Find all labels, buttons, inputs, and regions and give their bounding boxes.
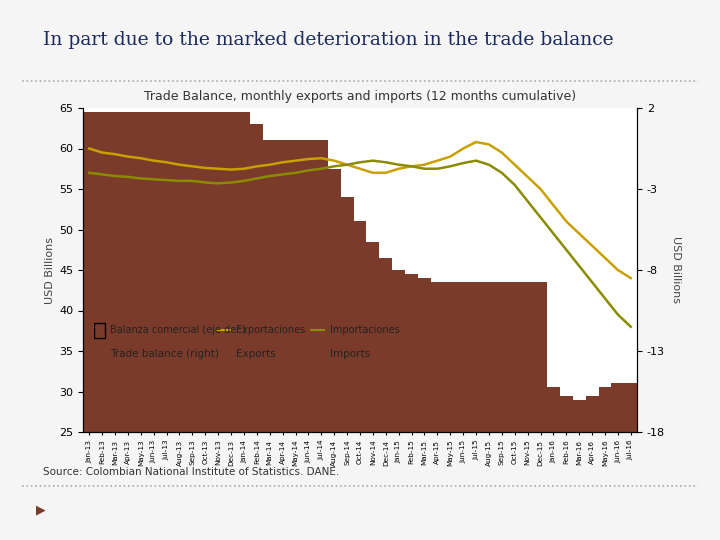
Text: Balanza comercial (eje der.): Balanza comercial (eje der.) [110,326,246,335]
Bar [431,282,444,432]
Bar [598,388,611,432]
Bar [212,112,225,432]
Bar [289,140,302,432]
Bar [469,282,482,432]
Bar [83,112,96,432]
Bar [379,258,392,432]
Bar [560,395,572,432]
Bar [444,282,456,432]
Bar [109,112,122,432]
Y-axis label: USD Billions: USD Billions [45,237,55,303]
Bar [264,140,276,432]
Bar [341,197,354,432]
Bar [186,112,199,432]
Bar [135,112,148,432]
Text: Exportaciones: Exportaciones [236,326,305,335]
Text: ▶: ▶ [36,504,45,517]
Bar [572,400,585,432]
Bar [199,112,212,432]
Bar [238,112,251,432]
Title: Trade Balance, monthly exports and imports (12 months cumulative): Trade Balance, monthly exports and impor… [144,90,576,103]
Bar [148,112,160,432]
Bar [508,282,521,432]
Text: In part due to the marked deterioration in the trade balance: In part due to the marked deterioration … [43,31,614,49]
Bar [534,282,547,432]
Bar [354,221,366,432]
Text: Importaciones: Importaciones [330,326,400,335]
Bar [456,282,469,432]
FancyBboxPatch shape [94,323,105,338]
Y-axis label: USD Billions: USD Billions [670,237,680,303]
Bar [392,270,405,432]
Bar [302,140,315,432]
Bar [547,388,560,432]
Bar [328,168,341,432]
Bar [160,112,173,432]
Bar [225,112,238,432]
Bar [521,282,534,432]
Bar [495,282,508,432]
Bar [96,112,109,432]
Bar [173,112,186,432]
Bar [418,278,431,432]
Text: Source: Colombian National Institute of Statistics. DANE.: Source: Colombian National Institute of … [43,467,339,477]
Text: Imports: Imports [330,349,370,359]
Bar [624,383,637,432]
Text: Trade balance (right): Trade balance (right) [110,349,219,359]
Bar [315,140,328,432]
Bar [405,274,418,432]
Text: Exports: Exports [236,349,276,359]
Bar [482,282,495,432]
Bar [611,383,624,432]
Bar [276,140,289,432]
Bar [251,124,264,432]
Bar [122,112,135,432]
Bar [585,395,598,432]
Bar [366,241,379,432]
